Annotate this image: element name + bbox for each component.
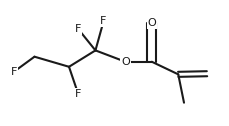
Text: O: O — [147, 18, 155, 28]
Text: F: F — [11, 67, 17, 77]
Text: F: F — [75, 89, 81, 99]
Text: F: F — [100, 16, 106, 26]
Text: O: O — [120, 57, 129, 67]
Text: F: F — [75, 24, 81, 34]
